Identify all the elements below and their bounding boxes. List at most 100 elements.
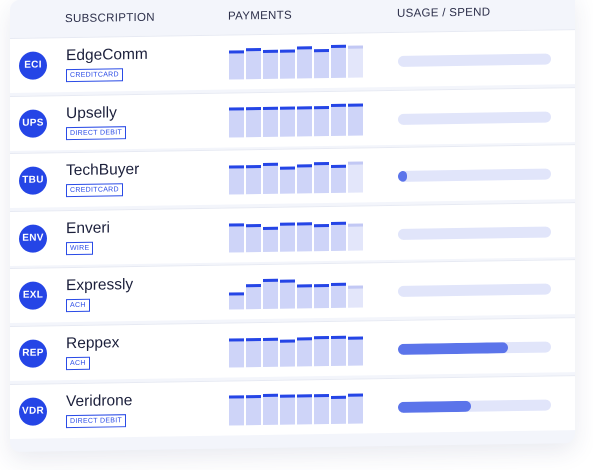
payment-bar[interactable] [229,338,244,368]
payment-bar[interactable] [280,222,295,252]
payment-bar[interactable] [297,105,312,137]
payment-method-badge: ACH [66,299,90,313]
payment-bar[interactable] [229,223,244,253]
payments-bar-chart [229,272,365,310]
subscription-name[interactable]: EdgeComm [66,45,148,65]
payment-bar[interactable] [246,48,261,80]
avatar: ECI [19,51,47,80]
payment-method-badge: DIRECT DEBIT [66,125,127,140]
payment-bar[interactable] [280,279,295,310]
payment-bar[interactable] [297,222,312,252]
subscription-name[interactable]: Upselly [66,103,117,122]
subscription-name[interactable]: Expressly [66,276,134,295]
payment-bar[interactable] [348,161,363,193]
usage-progress-fill [398,170,408,183]
payment-bar[interactable] [348,393,363,424]
payment-bar[interactable] [246,338,261,368]
subscription-row-edgecomm[interactable]: ECI EdgeComm CREDITCARD [10,29,575,93]
payment-bar[interactable] [229,394,244,426]
avatar: REP [19,339,47,368]
payment-method-badge: CREDITCARD [66,68,123,83]
payment-bar[interactable] [314,393,329,424]
usage-column-header: USAGE / SPEND [397,6,491,20]
payment-bar[interactable] [229,165,244,195]
payments-bar-chart [229,329,365,368]
payment-bar[interactable] [348,103,363,136]
payment-bar[interactable] [331,283,346,309]
payments-bar-chart [229,387,365,426]
usage-progress-fill [398,342,509,355]
payment-method-badge: WIRE [66,241,94,255]
payment-bar[interactable] [280,106,295,137]
payment-bar[interactable] [263,162,278,195]
payment-bar[interactable] [246,284,261,310]
payment-bar[interactable] [331,395,346,424]
subscription-row-techbuyer[interactable]: TBU TechBuyer CREDITCARD [10,144,575,209]
subscription-name[interactable]: Enveri [66,219,110,237]
payment-bar[interactable] [297,46,312,79]
usage-progress-bar [398,53,551,67]
payment-bar[interactable] [314,162,329,194]
avatar: UPS [19,109,47,138]
payment-bar[interactable] [246,165,261,195]
subscription-column-header: SUBSCRIPTION [65,11,155,26]
payment-bar[interactable] [331,44,346,78]
subscription-row-upselly[interactable]: UPS Upselly DIRECT DEBIT [10,86,575,151]
payment-bar[interactable] [229,50,244,80]
payment-bar[interactable] [314,48,329,79]
payment-bar[interactable] [331,164,346,194]
payment-bar[interactable] [348,336,363,366]
payment-bar[interactable] [263,49,278,80]
payment-bar[interactable] [246,106,261,137]
payment-bar[interactable] [263,279,278,310]
payment-bar[interactable] [314,284,329,309]
avatar: TBU [19,166,47,196]
payment-method-badge: ACH [66,356,90,371]
payments-bar-chart [229,157,365,195]
usage-progress-bar [398,399,551,413]
payment-bar[interactable] [314,335,329,367]
payment-bar[interactable] [314,105,329,136]
payments-bar-chart [229,41,365,80]
subscription-name[interactable]: Reppex [66,334,120,353]
payment-bar[interactable] [331,335,346,366]
payment-bar[interactable] [297,164,312,194]
payment-bar[interactable] [229,106,244,138]
payment-bar[interactable] [348,45,363,78]
subscription-name[interactable]: TechBuyer [66,161,140,180]
payment-bar[interactable] [331,221,346,251]
payments-column-header: PAYMENTS [228,9,292,23]
payment-bar[interactable] [263,106,278,137]
usage-progress-bar [398,341,551,355]
payment-bar[interactable] [263,226,278,252]
payments-bar-chart [229,214,365,253]
subscription-row-veridrone[interactable]: VDR Veridrone DIRECT DEBIT [10,374,575,439]
subscription-row-enveri[interactable]: ENV Enveri WIRE [10,201,575,266]
payment-bar[interactable] [297,337,312,367]
payment-bar[interactable] [297,393,312,425]
payment-bar[interactable] [348,223,363,251]
payment-bar[interactable] [263,393,278,425]
payment-bar[interactable] [297,284,312,309]
payment-bar[interactable] [348,285,363,309]
payment-bar[interactable] [280,339,295,367]
payment-bar[interactable] [314,223,329,252]
avatar: EXL [19,281,47,311]
usage-progress-bar [398,226,551,240]
payment-bar[interactable] [246,394,261,425]
payment-bar[interactable] [229,292,244,310]
payment-bar[interactable] [331,103,346,136]
usage-progress-bar [398,283,551,298]
payment-bar[interactable] [280,166,295,194]
avatar: ENV [19,224,47,253]
subscription-row-expressly[interactable]: EXL Expressly ACH [10,259,575,324]
subscription-row-reppex[interactable]: REP Reppex ACH [10,317,575,381]
payment-bar[interactable] [280,49,295,79]
payment-bar[interactable] [280,394,295,425]
usage-progress-fill [398,400,472,413]
payment-method-badge: DIRECT DEBIT [66,413,127,428]
payment-bar[interactable] [246,223,261,253]
subscription-name[interactable]: Veridrone [66,391,133,410]
payment-bar[interactable] [263,337,278,368]
usage-progress-bar [398,168,551,183]
